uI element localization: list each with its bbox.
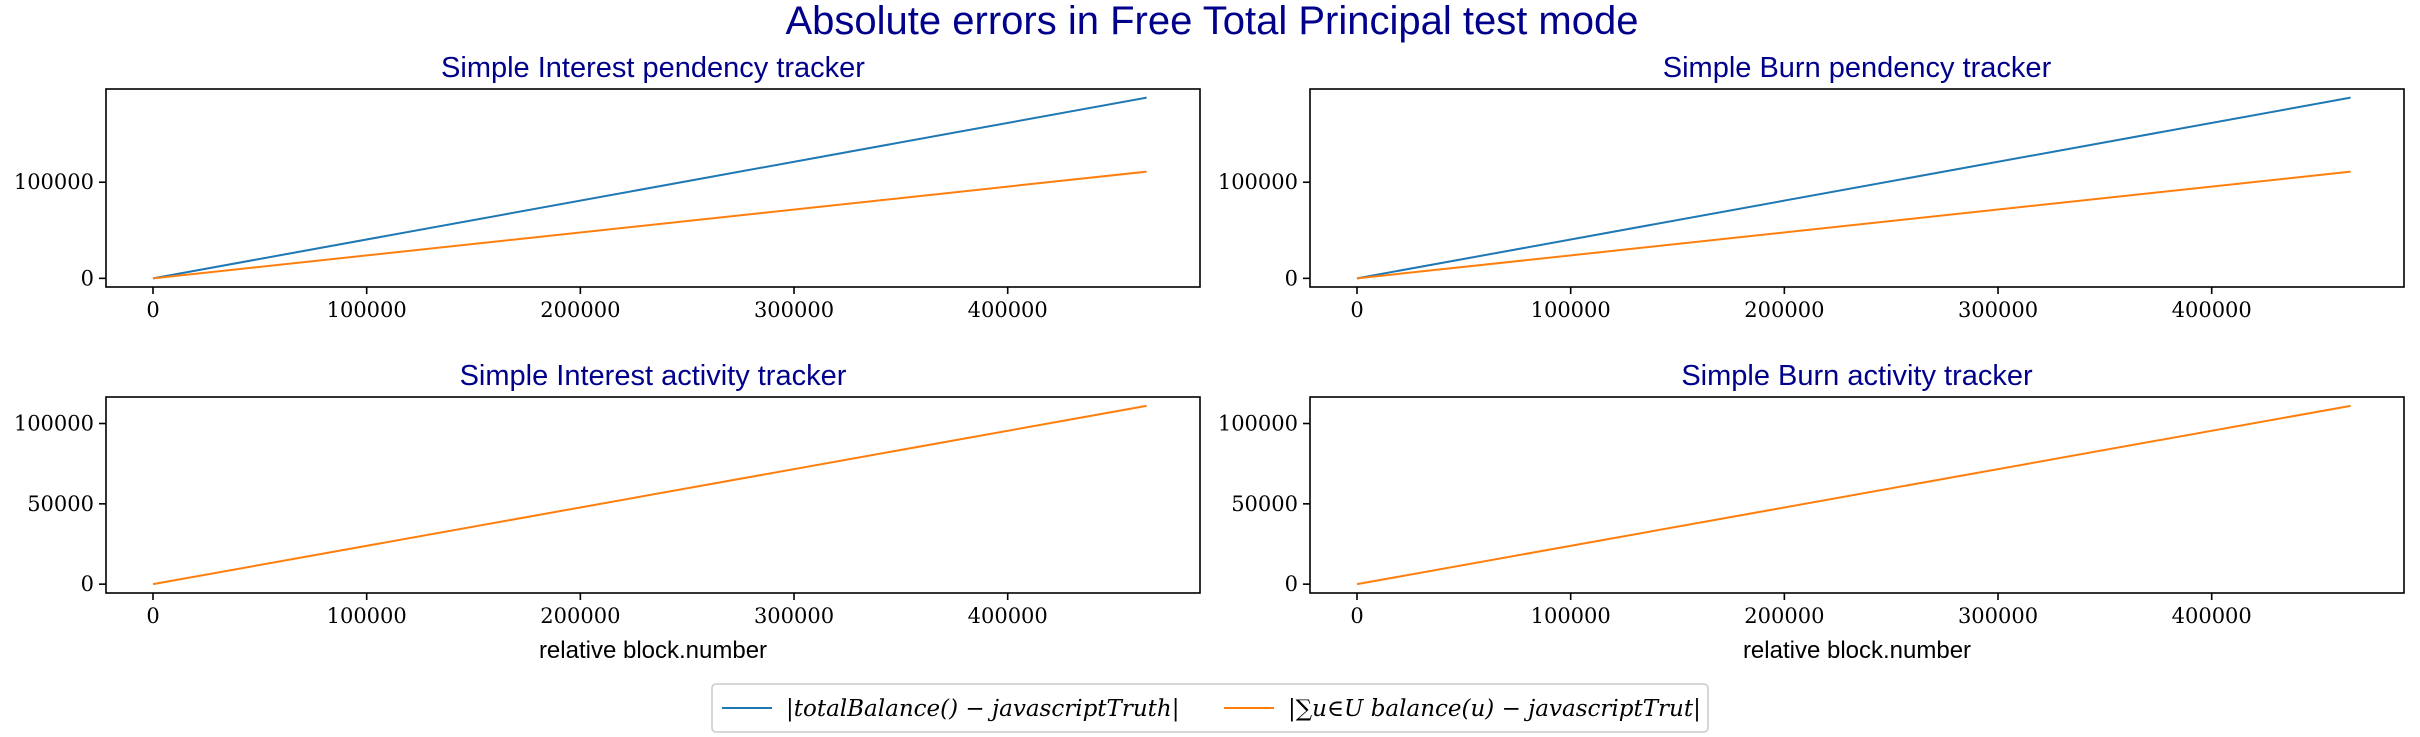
axes-frame: [105, 88, 1201, 288]
subplot-title: Simple Interest activity tracker: [460, 360, 847, 392]
x-tick-label: 200000: [1744, 298, 1824, 322]
subplot-4: Simple Burn activity tracker 0 100000 20000…: [1218, 360, 2405, 664]
x-tick-label: 200000: [540, 298, 620, 322]
y-tick-label: 100000: [14, 170, 94, 194]
y-tick-label: 0: [81, 266, 94, 290]
subplot-title: Simple Interest pendency tracker: [441, 52, 865, 84]
x-tick-label: 400000: [968, 604, 1048, 628]
x-tick-label: 100000: [1531, 604, 1611, 628]
x-tick-label: 0: [1350, 604, 1363, 628]
x-tick-label: 0: [1350, 298, 1363, 322]
y-tick-label: 50000: [27, 492, 94, 516]
y-tick-label: 50000: [1231, 492, 1298, 516]
series-line-1: [152, 96, 1147, 280]
subplot-3: Simple Interest activity tracker 0 100000 2…: [14, 360, 1201, 664]
x-tick-label: 0: [146, 298, 159, 322]
x-tick-label: 200000: [540, 604, 620, 628]
subplot-1: Simple Interest pendency tracker 0 100000 2…: [14, 52, 1201, 322]
x-tick-label: 100000: [327, 298, 407, 322]
axes-frame: [1309, 88, 2405, 288]
legend: |totalBalance() − javascriptTruth| |∑u∈U…: [711, 683, 1709, 733]
series-line-1: [1356, 96, 2351, 280]
legend-frame: [711, 683, 1709, 733]
x-tick-label: 400000: [2172, 298, 2252, 322]
series-line-1: [152, 404, 1147, 586]
y-tick-label: 0: [81, 572, 94, 596]
x-tick-label: 300000: [754, 298, 834, 322]
x-axis-label: relative block.number: [539, 637, 767, 664]
series-line-2: [1356, 170, 2351, 280]
x-tick-label: 400000: [968, 298, 1048, 322]
subplot-2: Simple Burn pendency tracker 0 100000 20000…: [1218, 52, 2405, 322]
y-tick-label: 0: [1285, 266, 1298, 290]
y-tick-label: 0: [1285, 572, 1298, 596]
x-tick-label: 300000: [1958, 298, 2038, 322]
axes-frame: [1309, 396, 2405, 594]
series-line-2: [152, 170, 1147, 280]
x-tick-label: 300000: [1958, 604, 2038, 628]
x-tick-label: 400000: [2172, 604, 2252, 628]
y-tick-label: 100000: [14, 412, 94, 436]
x-tick-label: 0: [146, 604, 159, 628]
x-axis-label: relative block.number: [1743, 637, 1971, 664]
series-line-1: [1356, 404, 2351, 586]
axes-frame: [105, 396, 1201, 594]
figure-title: Absolute errors in Free Total Principal …: [786, 0, 1639, 43]
subplot-title: Simple Burn activity tracker: [1681, 360, 2033, 392]
legend-label-2: |∑u∈U balance(u) − javascriptTrut|: [1288, 696, 1701, 722]
x-tick-label: 300000: [754, 604, 834, 628]
y-tick-label: 100000: [1218, 412, 1298, 436]
y-tick-label: 100000: [1218, 170, 1298, 194]
x-tick-label: 100000: [1531, 298, 1611, 322]
x-tick-label: 100000: [327, 604, 407, 628]
legend-label-1: |totalBalance() − javascriptTruth|: [786, 696, 1179, 722]
x-tick-label: 200000: [1744, 604, 1824, 628]
subplot-title: Simple Burn pendency tracker: [1663, 52, 2052, 84]
